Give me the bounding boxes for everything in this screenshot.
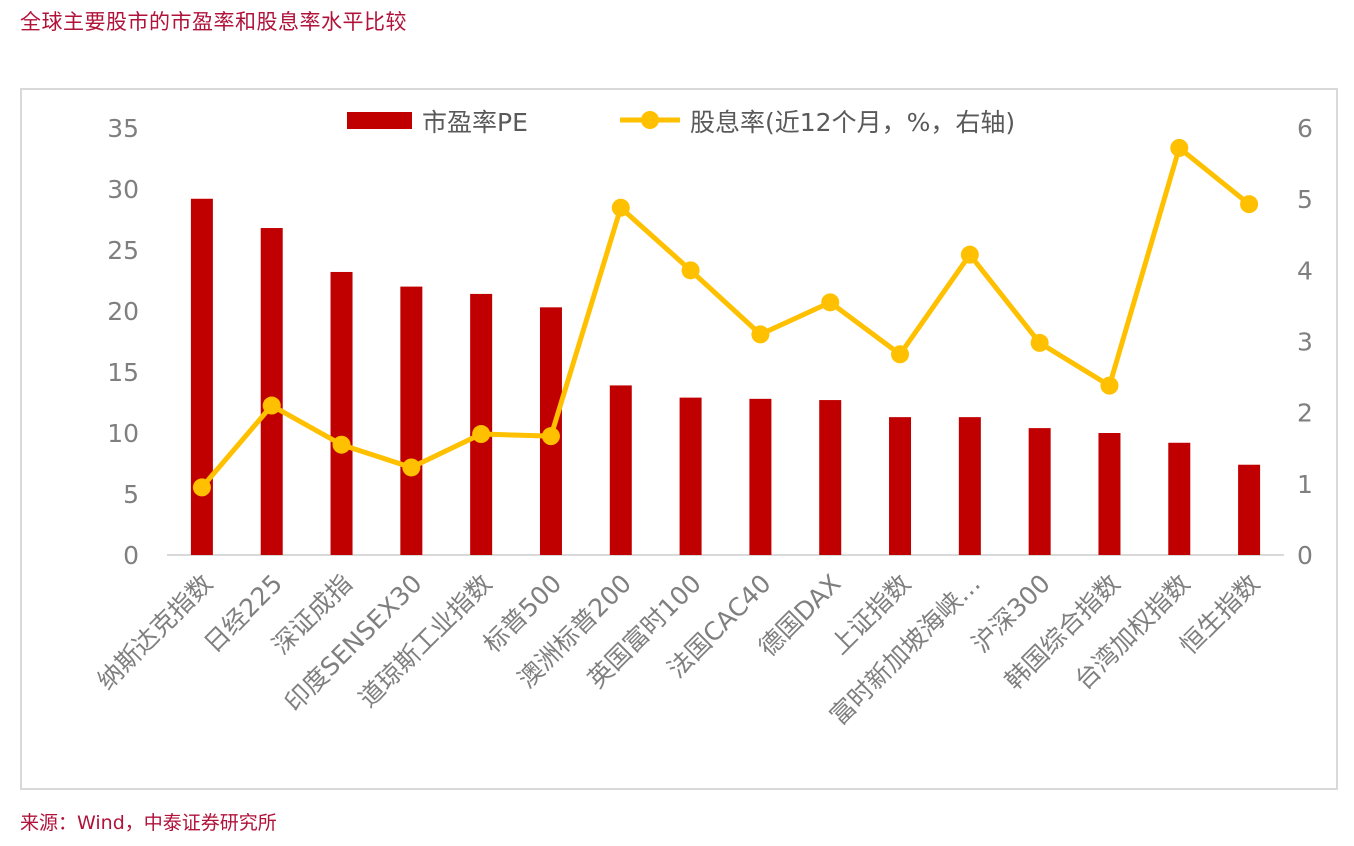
pe-bar: [1238, 464, 1261, 555]
dividend-point: [262, 396, 281, 415]
pe-bar: [330, 271, 353, 555]
category-labels: 纳斯达克指数日经225深证成指印度SENSEX30道琼斯工业指数标普500澳洲标…: [92, 569, 1266, 731]
pe-bar: [400, 286, 423, 555]
legend-swatch-dividend-marker: [641, 111, 659, 129]
pe-bar: [190, 198, 213, 555]
legend-label-dividend: 股息率(近12个月，%，右轴): [690, 108, 1015, 137]
dividend-line: [200, 145, 1251, 490]
left-axis-ticks: 0 5 10 15 20 25 30 35: [107, 114, 139, 570]
right-tick-label: 2: [1297, 399, 1313, 428]
left-tick-label: 15: [107, 358, 139, 387]
legend-swatch-pe: [347, 112, 412, 129]
source-note: 来源：Wind，中泰证券研究所: [20, 812, 277, 834]
left-tick-label: 30: [107, 175, 139, 204]
page-title: 全球主要股市的市盈率和股息率水平比较: [20, 10, 407, 34]
dividend-point: [332, 435, 351, 454]
right-tick-label: 0: [1297, 541, 1313, 570]
right-tick-label: 1: [1297, 470, 1313, 499]
dividend-point: [611, 198, 630, 217]
dividend-point: [402, 458, 421, 477]
pe-bar: [679, 397, 702, 555]
dividend-point: [192, 478, 211, 497]
left-tick-label: 10: [107, 419, 139, 448]
left-tick-label: 35: [107, 114, 139, 143]
pe-bar: [1028, 428, 1051, 555]
bar-series: [190, 198, 1261, 556]
dividend-point: [960, 245, 979, 264]
pe-bar: [819, 400, 842, 555]
pe-bar: [958, 417, 981, 555]
right-tick-label: 6: [1297, 114, 1313, 143]
right-axis-ticks: 0 1 2 3 4 5 6: [1297, 114, 1313, 570]
pe-bar: [609, 385, 632, 555]
legend-label-pe: 市盈率PE: [422, 108, 528, 137]
line-series: [192, 138, 1259, 497]
pe-bar: [470, 293, 493, 555]
dividend-point: [681, 261, 700, 280]
pe-bar: [260, 228, 283, 556]
right-tick-label: 4: [1297, 256, 1313, 285]
left-tick-label: 5: [123, 480, 139, 509]
right-tick-label: 3: [1297, 328, 1313, 357]
dividend-point: [1240, 195, 1259, 214]
right-tick-label: 5: [1297, 185, 1313, 214]
dividend-point: [891, 345, 910, 364]
pe-bar: [889, 417, 912, 555]
dividend-point: [1170, 138, 1189, 157]
legend: 市盈率PE 股息率(近12个月，%，右轴): [347, 108, 1015, 137]
pe-bar: [1168, 442, 1191, 555]
dividend-point: [1030, 333, 1049, 352]
pe-bar: [749, 398, 772, 555]
dividend-point: [821, 293, 840, 312]
dividend-point: [472, 425, 491, 444]
dividend-point: [541, 427, 560, 446]
pe-bar: [1098, 433, 1121, 555]
left-tick-label: 0: [123, 541, 139, 570]
left-tick-label: 25: [107, 236, 139, 265]
dividend-point: [1100, 376, 1119, 395]
dividend-point: [751, 325, 770, 344]
category-label: 纳斯达克指数: [92, 569, 219, 696]
left-tick-label: 20: [107, 297, 139, 326]
